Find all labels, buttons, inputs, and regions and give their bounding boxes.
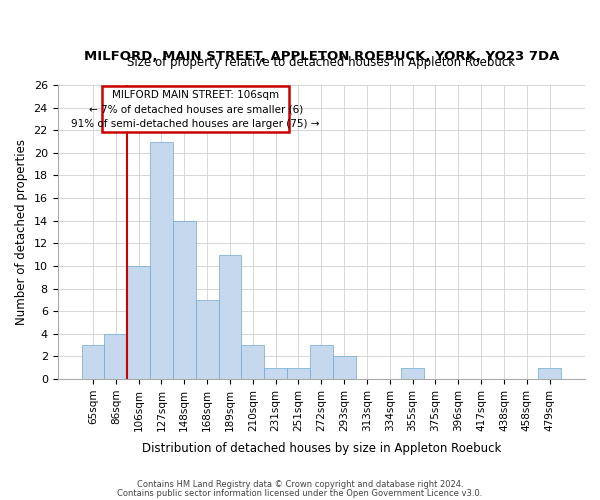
Bar (127, 266, 150, 379)
Bar (218, 254, 241, 379)
Bar (104, 334, 127, 379)
Bar (173, 220, 196, 379)
Text: Contains public sector information licensed under the Open Government Licence v3: Contains public sector information licen… (118, 490, 482, 498)
Bar (332, 356, 356, 379)
Bar (401, 368, 424, 379)
Bar (241, 345, 264, 379)
Text: Contains HM Land Registry data © Crown copyright and database right 2024.: Contains HM Land Registry data © Crown c… (137, 480, 463, 489)
Bar (287, 368, 310, 379)
Bar (310, 345, 332, 379)
Bar (150, 142, 173, 379)
Bar (264, 368, 287, 379)
Bar (538, 368, 561, 379)
Text: Size of property relative to detached houses in Appleton Roebuck: Size of property relative to detached ho… (127, 56, 515, 69)
Y-axis label: Number of detached properties: Number of detached properties (15, 139, 28, 325)
Title: MILFORD, MAIN STREET, APPLETON ROEBUCK, YORK, YO23 7DA: MILFORD, MAIN STREET, APPLETON ROEBUCK, … (83, 50, 559, 63)
Text: MILFORD MAIN STREET: 106sqm
← 7% of detached houses are smaller (6)
91% of semi-: MILFORD MAIN STREET: 106sqm ← 7% of deta… (71, 90, 320, 129)
Bar (196, 300, 218, 379)
Bar (82, 345, 104, 379)
X-axis label: Distribution of detached houses by size in Appleton Roebuck: Distribution of detached houses by size … (142, 442, 501, 455)
FancyBboxPatch shape (102, 86, 289, 132)
